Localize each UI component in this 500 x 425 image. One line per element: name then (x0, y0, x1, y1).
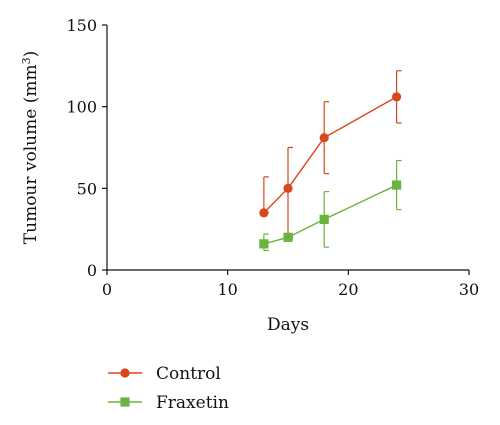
data-point-circle (392, 92, 402, 102)
x-tick-label: 30 (459, 280, 479, 299)
y-axis-label-close: ) (21, 51, 41, 58)
x-tick-label: 0 (102, 280, 112, 299)
y-axis-label-text: Tumour volume (mm (21, 64, 41, 244)
series-line (263, 184, 397, 245)
x-axis-label: Days (267, 315, 309, 335)
legend-label: Control (156, 364, 221, 384)
y-ticks: 0 50 100 150 (66, 16, 107, 280)
legend-label: Fraxetin (156, 393, 229, 413)
data-point-square (283, 232, 293, 242)
axes (106, 25, 469, 271)
y-tick-label: 50 (77, 179, 97, 198)
data-point-square (319, 214, 329, 224)
data-point-square (392, 180, 402, 190)
series-fraxetin (259, 159, 402, 251)
legend-item-fraxetin: Fraxetin (108, 393, 229, 413)
y-axis-label-superscript: 3 (20, 57, 33, 64)
legend-item-control: Control (108, 364, 221, 384)
legend: Control Fraxetin (108, 364, 229, 413)
data-point-circle (319, 133, 329, 143)
y-tick-label: 150 (66, 16, 97, 35)
data-point-square (259, 239, 269, 249)
series-control (259, 70, 402, 238)
series-layer (259, 70, 402, 251)
y-tick-label: 0 (87, 261, 97, 280)
y-tick-label: 100 (66, 98, 97, 117)
data-point-circle (283, 183, 293, 193)
y-axis-label: Tumour volume (mm3) (20, 51, 42, 244)
x-tick-label: 20 (338, 280, 358, 299)
legend-marker-circle (120, 368, 130, 378)
legend-marker-square (120, 397, 130, 407)
x-ticks: 0 10 20 30 (102, 270, 479, 299)
series-line (263, 96, 397, 214)
x-tick-label: 10 (217, 280, 237, 299)
data-point-circle (259, 208, 269, 218)
